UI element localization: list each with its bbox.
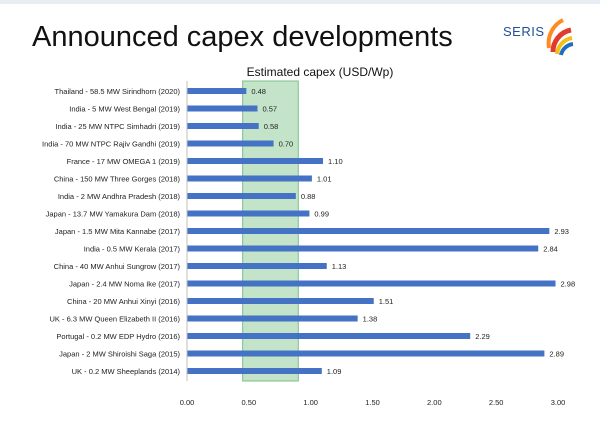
value-label: 1.01 <box>317 175 332 184</box>
bar <box>187 123 259 129</box>
category-label: Japan - 2.4 MW Noma Ike (2017) <box>69 280 180 289</box>
top-border <box>0 0 600 4</box>
bar <box>187 140 274 147</box>
value-label: 1.13 <box>332 262 347 271</box>
category-label: China - 40 MW Anhui Sungrow (2017) <box>54 262 181 271</box>
value-label: 0.58 <box>264 122 279 131</box>
bar <box>187 245 539 252</box>
category-label: India - 25 MW NTPC Simhadri (2019) <box>55 122 180 131</box>
bar <box>187 333 471 339</box>
slide-title: Announced capex developments <box>32 21 453 53</box>
bar <box>187 315 358 322</box>
value-label: 1.38 <box>363 315 378 324</box>
bar <box>187 158 324 164</box>
value-label: 2.84 <box>543 245 558 254</box>
category-label: France - 17 MW OMEGA 1 (2019) <box>67 157 181 166</box>
bar <box>187 263 327 269</box>
value-label: 2.29 <box>475 332 490 341</box>
value-label: 0.70 <box>279 140 294 149</box>
value-label: 1.09 <box>327 367 342 376</box>
bar <box>187 280 556 287</box>
category-label: China - 20 MW Anhui Xinyi (2016) <box>67 297 180 306</box>
seris-logo <box>546 18 574 56</box>
bar <box>187 175 312 182</box>
chart-title: Estimated capex (USD/Wp) <box>247 65 394 79</box>
bar <box>187 210 310 217</box>
bar <box>187 105 258 112</box>
category-label: China - 150 MW Three Gorges (2018) <box>54 175 181 184</box>
category-label: Japan - 1.5 MW Mita Kannabe (2017) <box>55 227 181 236</box>
category-label: Portugal - 0.2 MW EDP Hydro (2016) <box>56 332 180 341</box>
bar <box>187 228 550 234</box>
category-label: UK - 0.2 MW Sheeplands (2014) <box>72 367 181 376</box>
bar <box>187 88 247 94</box>
value-label: 0.57 <box>262 105 277 114</box>
value-label: 0.48 <box>251 87 266 96</box>
x-tick-label: 3.00 <box>551 398 566 407</box>
category-label: India - 2 MW Andhra Pradesh (2018) <box>58 192 181 201</box>
value-label: 2.93 <box>554 227 569 236</box>
value-label: 2.89 <box>549 350 564 359</box>
category-label: UK - 6.3 MW Queen Elizabeth II (2016) <box>50 315 181 324</box>
category-label: Thailand - 58.5 MW Sirindhorn (2020) <box>55 87 181 96</box>
bar <box>187 368 322 374</box>
category-label: India - 5 MW West Bengal (2019) <box>69 105 180 114</box>
category-label: Japan - 2 MW Shiroishi Saga (2015) <box>59 350 180 359</box>
x-tick-label: 2.50 <box>489 398 504 407</box>
x-tick-label: 1.00 <box>303 398 318 407</box>
bar <box>187 193 296 199</box>
value-label: 1.10 <box>328 157 343 166</box>
x-tick-label: 0.00 <box>180 398 195 407</box>
logo-text: SERIS <box>503 24 545 39</box>
value-label: 2.98 <box>561 280 576 289</box>
category-label: India - 70 MW NTPC Rajiv Gandhi (2019) <box>42 140 180 149</box>
x-tick-label: 2.00 <box>427 398 442 407</box>
bar <box>187 350 545 357</box>
x-tick-label: 0.50 <box>242 398 257 407</box>
category-label: Japan - 13.7 MW Yamakura Dam (2018) <box>46 210 181 219</box>
bar <box>187 298 374 304</box>
value-label: 0.99 <box>314 210 329 219</box>
x-tick-label: 1.50 <box>365 398 380 407</box>
value-label: 1.51 <box>379 297 394 306</box>
category-label: India - 0.5 MW Kerala (2017) <box>84 245 181 254</box>
value-label: 0.88 <box>301 192 316 201</box>
